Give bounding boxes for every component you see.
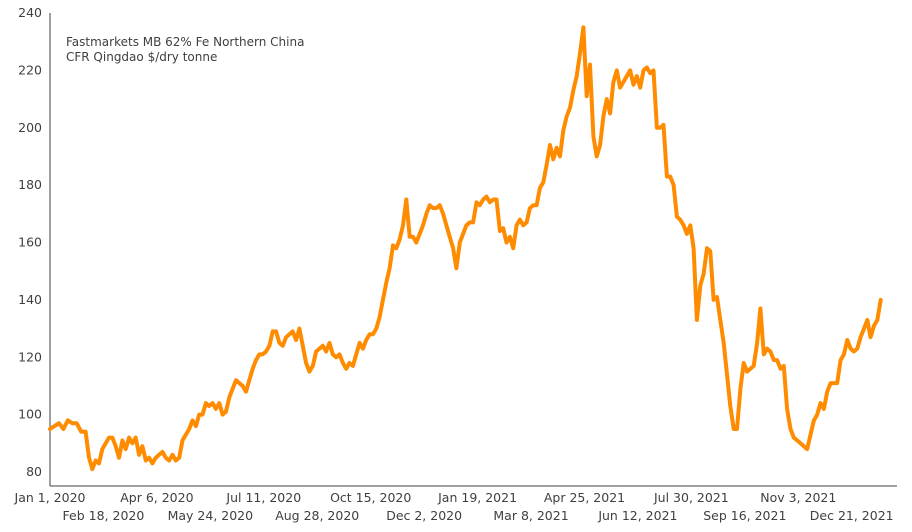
chart-annotation: Fastmarkets MB 62% Fe Northern China CFR…: [66, 35, 304, 64]
x-tick-label: Jul 30, 2021: [653, 490, 729, 505]
y-tick-label: 240: [18, 5, 42, 20]
x-tick-label: Jan 19, 2021: [437, 490, 517, 505]
y-tick-label: 200: [18, 120, 42, 135]
y-tick-label: 120: [18, 349, 42, 364]
annotation-line-2: CFR Qingdao $/dry tonne: [66, 50, 217, 64]
x-tick-label: Nov 3, 2021: [760, 490, 836, 505]
y-tick-label: 100: [18, 407, 42, 422]
x-tick-label: Apr 6, 2020: [120, 490, 193, 505]
x-tick-label: Jun 12, 2021: [597, 508, 677, 523]
x-axis-tick-labels: Jan 1, 2020 Apr 6, 2020 Jul 11, 2020 Oct 15…: [14, 490, 894, 523]
x-tick-label: Dec 2, 2020: [386, 508, 462, 523]
x-tick-label: Jan 1, 2020: [14, 490, 86, 505]
x-tick-label: Feb 18, 2020: [63, 508, 145, 523]
y-tick-label: 140: [18, 292, 42, 307]
annotation-line-1: Fastmarkets MB 62% Fe Northern China: [66, 35, 304, 49]
y-tick-label: 180: [18, 177, 42, 192]
x-tick-label: Sep 16, 2021: [703, 508, 786, 523]
x-tick-label: May 24, 2020: [168, 508, 254, 523]
y-tick-label: 220: [18, 62, 42, 77]
x-tick-label: Jul 11, 2020: [225, 490, 301, 505]
x-tick-label: Apr 25, 2021: [544, 490, 625, 505]
y-axis-tick-labels: 80 100 120 140 160 180 200 220 240: [18, 5, 42, 479]
x-tick-label: Oct 15, 2020: [330, 490, 411, 505]
y-tick-label: 80: [26, 464, 42, 479]
x-tick-label: Dec 21, 2021: [810, 508, 894, 523]
x-tick-label: Aug 28, 2020: [275, 508, 359, 523]
price-series-line: [48, 25, 883, 472]
x-tick-label: Mar 8, 2021: [493, 508, 568, 523]
y-tick-label: 160: [18, 235, 42, 250]
